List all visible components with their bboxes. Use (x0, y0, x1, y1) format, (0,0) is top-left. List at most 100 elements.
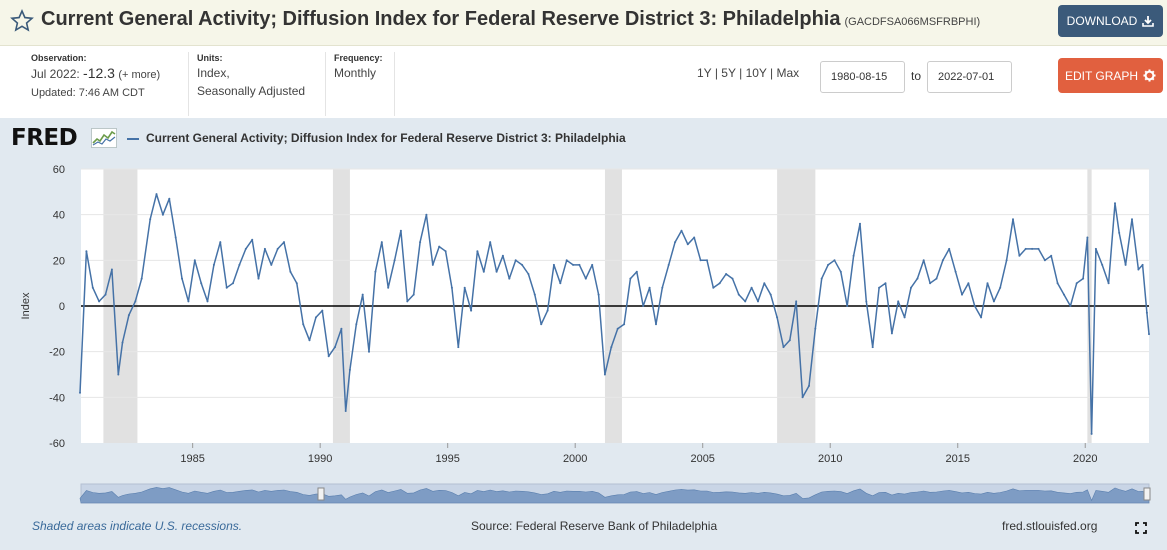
data-point (808, 384, 810, 387)
data-point (1043, 259, 1046, 262)
divider (325, 52, 326, 116)
data-point (782, 346, 785, 349)
x-tick-label: 2005 (690, 453, 714, 465)
data-point (559, 282, 562, 285)
data-point (967, 282, 970, 285)
x-tick-label: 1995 (435, 453, 459, 465)
data-point (438, 245, 441, 248)
data-point (374, 270, 377, 273)
data-point (527, 273, 530, 275)
y-tick-label: -40 (49, 392, 65, 404)
data-point (871, 346, 874, 349)
gear-icon (1143, 69, 1156, 82)
data-point (355, 323, 358, 326)
data-point (616, 327, 619, 330)
data-point (393, 259, 396, 262)
observation-more-link[interactable]: (+ more) (118, 69, 161, 81)
page-title: Current General Activity; Diffusion Inde… (41, 8, 980, 31)
data-point (1018, 254, 1021, 257)
y-tick-label: 60 (53, 164, 65, 176)
data-point (117, 373, 120, 376)
data-point (546, 309, 549, 312)
data-point (833, 259, 836, 262)
data-point (948, 247, 951, 250)
y-tick-label: 0 (59, 301, 65, 313)
data-point (1037, 247, 1040, 250)
data-point (302, 323, 305, 326)
data-point (1086, 236, 1089, 239)
download-button[interactable]: DOWNLOAD (1058, 5, 1163, 37)
range-max[interactable]: Max (776, 66, 800, 80)
data-point (380, 241, 383, 244)
data-point (104, 293, 107, 296)
data-point (314, 316, 317, 319)
legend-swatch (127, 138, 139, 140)
y-tick-label: -20 (49, 347, 65, 359)
star-outline-icon[interactable] (10, 9, 34, 33)
end-date-input[interactable]: 2022-07-01 (927, 61, 1012, 93)
data-point (482, 270, 485, 273)
data-point (635, 270, 638, 273)
range-10y[interactable]: 10Y (745, 66, 767, 80)
site-link[interactable]: fred.stlouisfed.org (1002, 519, 1098, 533)
x-tick-label: 1990 (308, 453, 332, 465)
x-tick-label: 2015 (945, 453, 969, 465)
data-point (750, 286, 753, 289)
data-point (450, 286, 453, 289)
data-point (718, 282, 721, 285)
data-point (1141, 263, 1144, 266)
x-tick-label: 1985 (180, 453, 204, 465)
data-point (444, 250, 447, 253)
data-point (110, 268, 113, 271)
data-point (610, 346, 613, 349)
frequency-value: Monthly (334, 66, 377, 80)
data-point (181, 277, 183, 280)
data-point (257, 277, 260, 280)
data-point (814, 327, 817, 330)
data-point (935, 277, 938, 280)
data-point (1075, 282, 1078, 285)
data-point (521, 263, 524, 266)
range-1y[interactable]: 1Y (697, 66, 712, 80)
series-id: (GACDFSA066MSFRBPHI) (844, 16, 981, 28)
data-point (219, 241, 222, 244)
data-point (897, 300, 900, 303)
data-point (1031, 247, 1034, 250)
data-point (986, 282, 989, 285)
data-point (238, 263, 241, 266)
data-point (999, 286, 1002, 289)
navigator-handle[interactable] (1143, 487, 1151, 501)
data-point (878, 286, 881, 289)
data-point (1063, 293, 1065, 296)
data-point (839, 270, 842, 273)
data-point (344, 410, 347, 412)
fullscreen-icon[interactable] (1135, 522, 1147, 534)
data-point (463, 286, 466, 289)
data-point (91, 286, 94, 289)
navigator-handle[interactable] (317, 487, 325, 501)
data-point (788, 339, 791, 342)
data-point (954, 270, 957, 273)
line-chart[interactable]: 60 40 20 0 -20 -40 -60 1985 1990 1995 2000 2005 2010… (0, 150, 1167, 510)
divider (394, 52, 395, 116)
data-point (890, 332, 893, 335)
edit-graph-button[interactable]: EDIT GRAPH (1058, 58, 1163, 93)
range-selector: 1Y | 5Y | 10Y | Max (697, 66, 799, 80)
data-point (795, 300, 798, 303)
range-5y[interactable]: 5Y (721, 66, 736, 80)
data-point (941, 259, 944, 262)
fred-logo[interactable]: FRED (11, 125, 78, 151)
data-point (425, 213, 428, 216)
range-sep: | (739, 66, 743, 80)
range-sep: | (770, 66, 774, 80)
data-point (757, 300, 759, 303)
data-point (431, 263, 434, 266)
data-point (1005, 259, 1008, 262)
data-point (127, 314, 130, 317)
start-date-input[interactable]: 1980-08-15 (820, 61, 905, 93)
data-point (161, 213, 164, 216)
data-point (276, 247, 279, 250)
data-point (470, 309, 473, 312)
data-point (859, 222, 861, 225)
data-point (406, 300, 409, 303)
